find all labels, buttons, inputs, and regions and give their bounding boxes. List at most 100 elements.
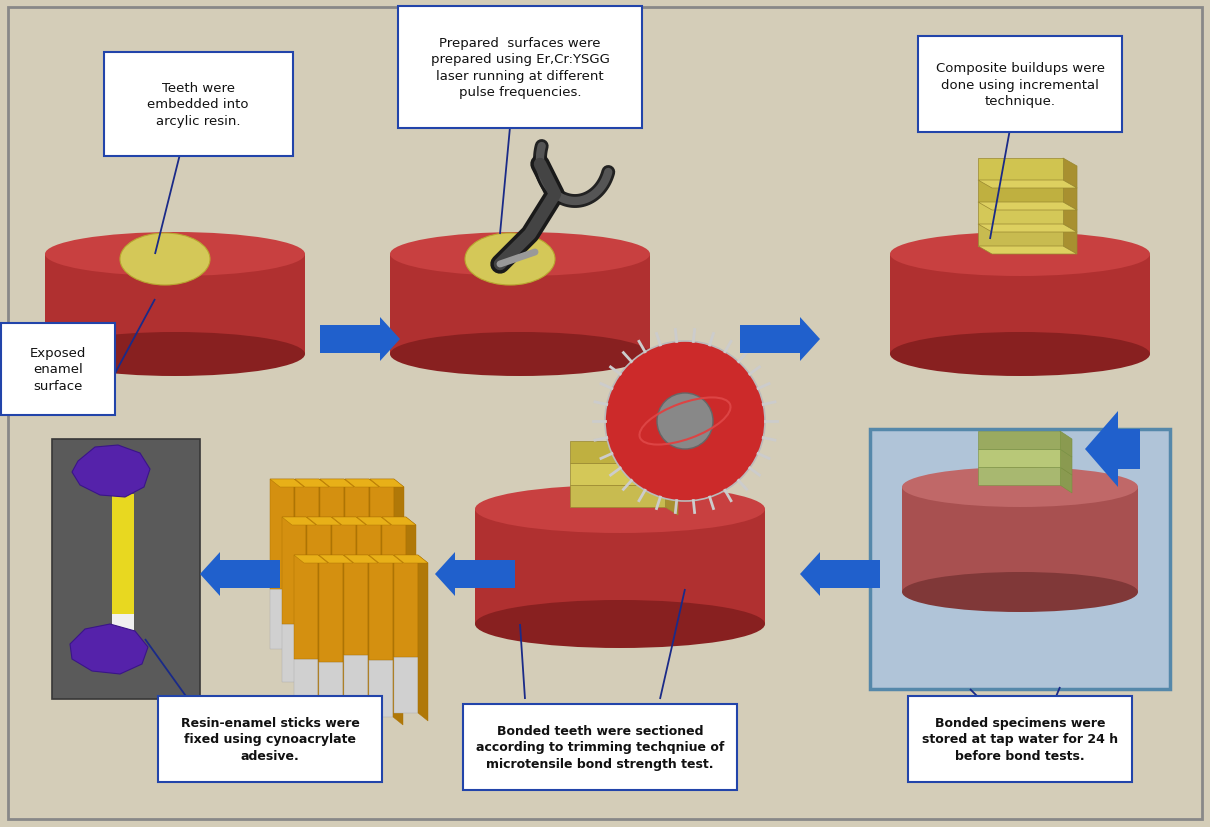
Polygon shape (381, 518, 391, 692)
Polygon shape (270, 480, 304, 487)
Bar (295, 592, 319, 654)
Polygon shape (436, 552, 515, 596)
Polygon shape (332, 518, 365, 525)
Polygon shape (666, 442, 678, 471)
Polygon shape (1064, 159, 1077, 189)
Text: Bonded teeth were sectioned
according to trimming techqniue of
microtensile bond: Bonded teeth were sectioned according to… (476, 724, 725, 770)
Polygon shape (294, 480, 304, 657)
Text: Bonded specimens were
stored at tap water for 24 h
before bond tests.: Bonded specimens were stored at tap wate… (922, 716, 1118, 762)
Polygon shape (476, 509, 765, 624)
Polygon shape (369, 480, 379, 659)
Bar (344, 655, 368, 710)
Bar (307, 518, 332, 627)
Bar (978, 181, 1064, 203)
Ellipse shape (45, 232, 305, 277)
FancyBboxPatch shape (159, 696, 382, 782)
Circle shape (605, 342, 765, 501)
Polygon shape (978, 203, 1077, 211)
Polygon shape (342, 555, 353, 728)
FancyBboxPatch shape (398, 7, 643, 129)
Bar (319, 586, 344, 644)
Bar (307, 627, 332, 687)
Circle shape (657, 394, 713, 449)
Polygon shape (318, 555, 328, 723)
Polygon shape (394, 480, 404, 655)
Ellipse shape (891, 332, 1150, 376)
Bar (978, 467, 1060, 485)
Bar (978, 159, 1064, 181)
Polygon shape (295, 480, 329, 487)
Ellipse shape (891, 232, 1150, 277)
Polygon shape (394, 555, 428, 563)
Polygon shape (73, 446, 150, 497)
Polygon shape (978, 246, 1077, 255)
Bar (332, 621, 356, 677)
Bar (394, 555, 417, 657)
Bar (294, 659, 318, 715)
Bar (570, 463, 666, 485)
Bar (382, 622, 407, 680)
Polygon shape (319, 555, 353, 563)
Bar (270, 480, 294, 590)
Polygon shape (1060, 449, 1072, 476)
Bar (978, 432, 1060, 449)
Bar (345, 480, 369, 590)
Polygon shape (368, 555, 378, 718)
Polygon shape (390, 255, 650, 355)
FancyBboxPatch shape (918, 37, 1122, 133)
Bar (978, 225, 1064, 246)
Bar (357, 625, 381, 684)
Bar (52, 439, 200, 699)
Ellipse shape (45, 332, 305, 376)
Polygon shape (1064, 225, 1077, 255)
Polygon shape (369, 555, 403, 563)
Polygon shape (345, 480, 379, 487)
Polygon shape (382, 518, 416, 525)
Bar (382, 518, 407, 622)
Bar (344, 555, 368, 655)
Bar (113, 495, 134, 614)
Polygon shape (356, 518, 365, 686)
Polygon shape (357, 518, 391, 525)
Text: Resin-enamel sticks were
fixed using cynoacrylate
adesive.: Resin-enamel sticks were fixed using cyn… (180, 716, 359, 762)
Polygon shape (70, 624, 148, 674)
Polygon shape (45, 255, 305, 355)
Polygon shape (407, 518, 416, 688)
Polygon shape (200, 552, 280, 596)
Bar (978, 449, 1060, 467)
Bar (570, 485, 666, 508)
Bar (357, 518, 381, 625)
Polygon shape (370, 480, 404, 487)
Polygon shape (666, 485, 678, 515)
Polygon shape (800, 552, 880, 596)
FancyBboxPatch shape (463, 704, 737, 790)
Ellipse shape (901, 572, 1137, 612)
Ellipse shape (390, 332, 650, 376)
Bar (978, 203, 1064, 225)
FancyBboxPatch shape (104, 53, 293, 157)
Bar (369, 555, 393, 660)
Polygon shape (891, 255, 1150, 355)
Bar (345, 590, 369, 651)
Bar (370, 588, 394, 648)
Bar (570, 442, 666, 463)
Text: Prepared  surfaces were
prepared using Er,Cr:YSGG
laser running at different
pul: Prepared surfaces were prepared using Er… (431, 36, 610, 99)
Polygon shape (282, 518, 316, 525)
Polygon shape (294, 555, 328, 563)
Ellipse shape (120, 234, 211, 285)
Polygon shape (307, 518, 341, 525)
Polygon shape (741, 318, 820, 361)
Bar (113, 614, 134, 664)
Bar (282, 624, 306, 682)
Polygon shape (332, 518, 341, 696)
Bar (319, 480, 344, 586)
Polygon shape (1060, 467, 1072, 494)
Ellipse shape (465, 234, 555, 285)
Polygon shape (306, 518, 316, 691)
Polygon shape (978, 181, 1077, 189)
Bar (332, 518, 356, 621)
Ellipse shape (901, 467, 1137, 508)
Bar (294, 555, 318, 659)
Polygon shape (319, 480, 329, 662)
Bar (270, 590, 294, 649)
